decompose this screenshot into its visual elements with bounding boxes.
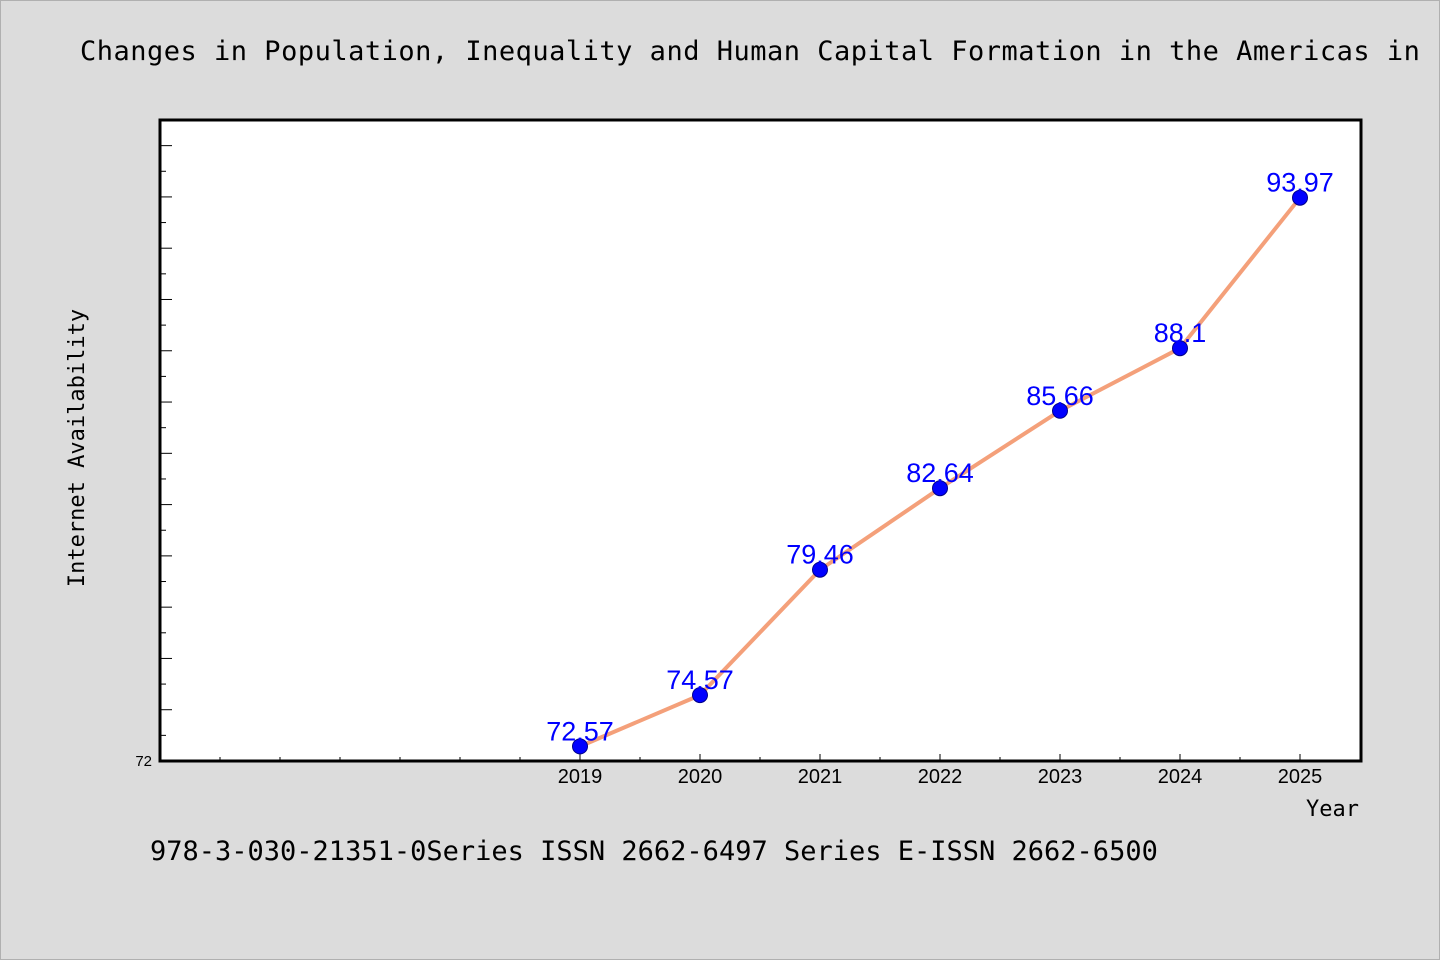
footer-text: 978-3-030-21351-0Series ISSN 2662-6497 S…	[150, 836, 1158, 867]
data-point	[692, 687, 708, 704]
x-tick-label: 2020	[678, 766, 723, 788]
y-tick-label: 72	[135, 753, 152, 770]
data-point	[1172, 340, 1188, 357]
data-label: 82.64	[906, 458, 974, 488]
x-tick-label: 2025	[1278, 766, 1323, 788]
data-label: 79.46	[786, 540, 854, 570]
data-label: 74.57	[666, 665, 734, 695]
y-axis: 72	[135, 145, 172, 770]
x-tick-label: 2024	[1158, 766, 1203, 788]
x-axis: 2019 2020 2021 2022 2023 2024 2025	[219, 754, 1323, 788]
data-label: 93.97	[1266, 168, 1334, 198]
x-tick-label: 2019	[558, 766, 603, 788]
data-point	[572, 738, 588, 755]
data-point	[1292, 189, 1308, 206]
data-point	[812, 561, 828, 578]
x-tick-label: 2021	[798, 766, 843, 788]
data-label: 85.66	[1026, 381, 1094, 411]
data-label: 88.1	[1154, 318, 1207, 348]
y-axis-title: Internet Availability	[65, 309, 90, 587]
x-axis-title: Year	[1306, 797, 1359, 822]
x-tick-label: 2023	[1038, 766, 1083, 788]
x-tick-label: 2022	[918, 766, 963, 788]
series-layer: 72.57 74.57 79.46 82.64 85.66 88.1 93.97	[546, 168, 1334, 755]
chart-title: Changes in Population, Inequality and Hu…	[80, 36, 1421, 67]
data-point	[932, 480, 948, 497]
data-point	[1052, 402, 1068, 419]
plot-area	[158, 118, 1363, 763]
data-label: 72.57	[546, 716, 614, 746]
